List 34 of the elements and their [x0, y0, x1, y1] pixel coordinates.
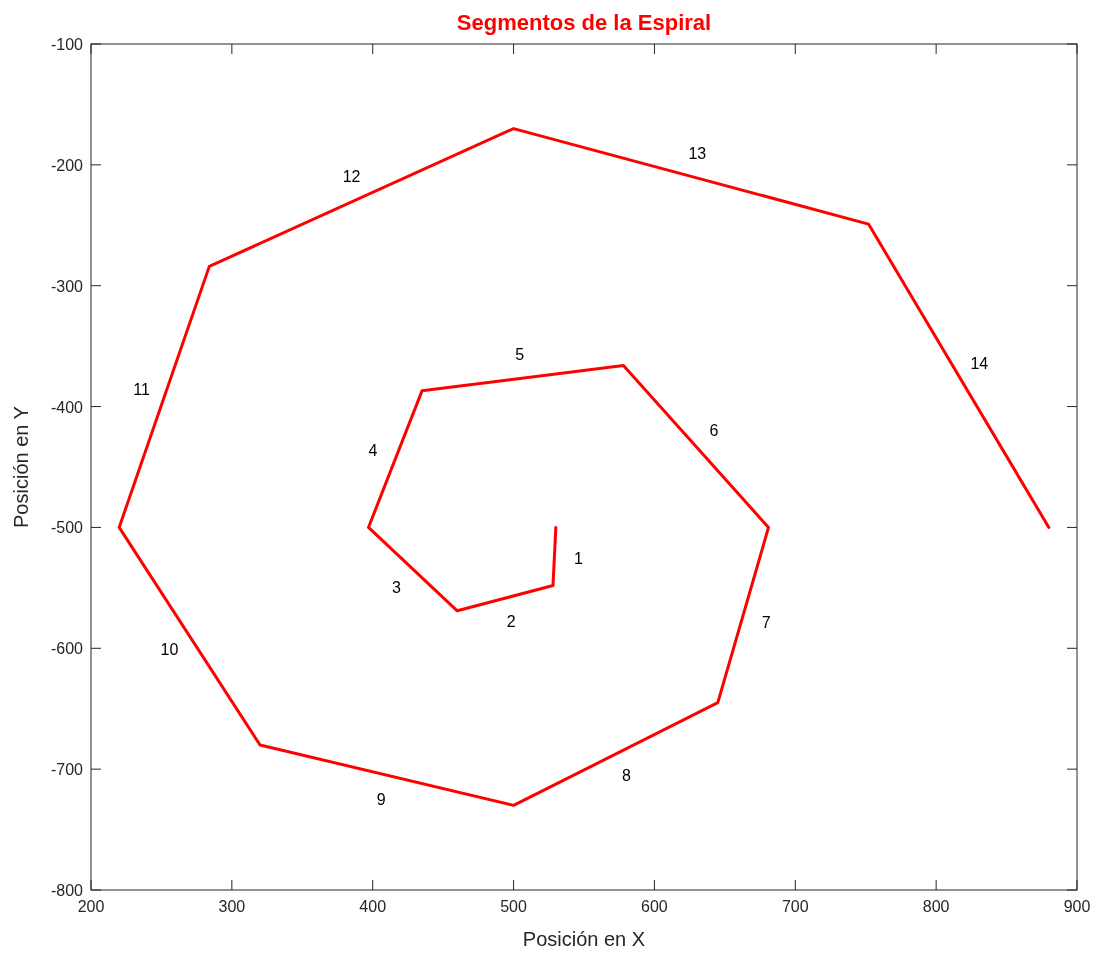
annotation: 2	[506, 613, 516, 631]
annotation: 3	[391, 578, 401, 596]
y-tick-label: -100	[50, 36, 84, 53]
y-tick-label: -500	[50, 519, 84, 537]
annotation: 6	[709, 422, 719, 440]
annotation: 11	[133, 381, 150, 399]
annotation: 13	[688, 145, 707, 163]
annotation: 12	[342, 167, 361, 185]
x-tick-label: 400	[359, 898, 387, 915]
line-series	[117, 127, 1051, 807]
y-tick-label: -700	[50, 761, 84, 779]
x-tick-label: 500	[500, 898, 528, 915]
x-tick-label: 700	[781, 898, 809, 915]
annotation: 14	[970, 355, 989, 373]
x-tick-label: 800	[922, 898, 950, 915]
annotation: 8	[622, 767, 632, 785]
y-tick-label: -300	[50, 277, 84, 295]
y-tick-label: -400	[50, 398, 84, 416]
annotation: 10	[160, 641, 179, 659]
x-tick-label: 600	[641, 898, 668, 915]
y-axis-title: Posición en Y	[10, 406, 32, 528]
annotation: 7	[761, 613, 771, 631]
chart-title: Segmentos de la Espiral	[456, 10, 712, 35]
x-tick-label: 900	[1063, 898, 1091, 915]
annotation: 5	[515, 346, 525, 364]
annotation: 4	[368, 442, 378, 460]
y-tick-label: -200	[50, 156, 84, 174]
x-tick-label: 200	[77, 898, 105, 915]
annotation: 9	[376, 790, 386, 808]
y-tick-label: -600	[50, 640, 84, 658]
y-tick-label: -800	[50, 882, 84, 899]
x-axis-title: Posición en X	[522, 928, 646, 950]
annotation: 1	[573, 549, 583, 567]
x-tick-label: 300	[218, 898, 246, 915]
